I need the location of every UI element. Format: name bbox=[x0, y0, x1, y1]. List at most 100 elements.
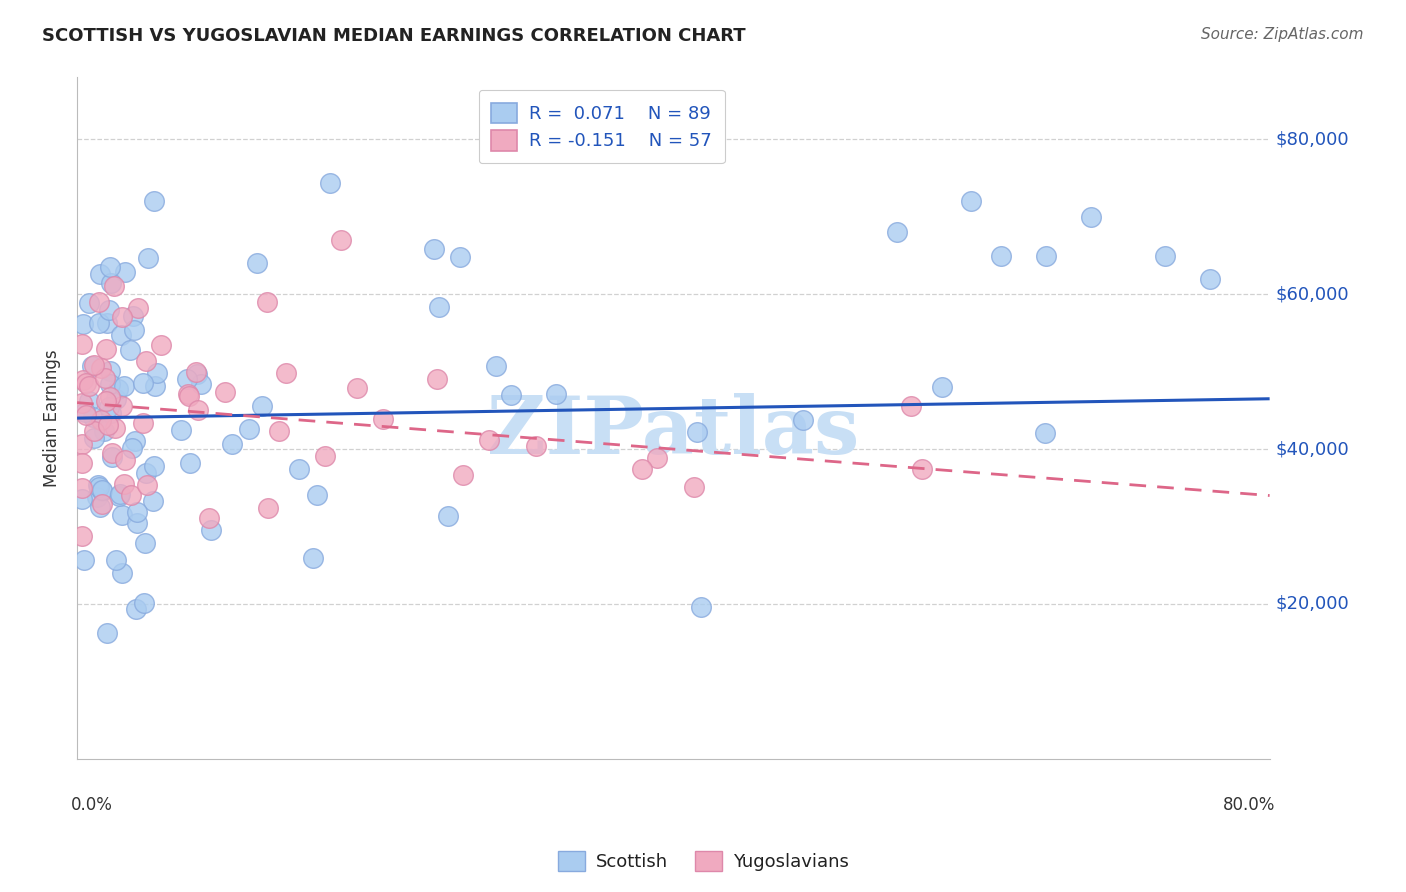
Point bbox=[77, 393, 100, 408]
Point bbox=[422, 242, 444, 256]
Point bbox=[86, 490, 108, 504]
Point bbox=[287, 462, 309, 476]
Point bbox=[1199, 271, 1222, 285]
Point bbox=[98, 260, 121, 274]
Point bbox=[329, 233, 352, 247]
Point bbox=[267, 424, 290, 438]
Point bbox=[485, 359, 508, 373]
Point bbox=[429, 301, 451, 315]
Point bbox=[131, 416, 153, 430]
Point bbox=[83, 358, 105, 372]
Point bbox=[931, 380, 953, 394]
Point bbox=[124, 602, 146, 616]
Point bbox=[114, 453, 136, 467]
Point bbox=[214, 384, 236, 399]
Point bbox=[127, 301, 149, 315]
Point bbox=[90, 413, 112, 427]
Point bbox=[190, 376, 212, 391]
Point bbox=[187, 403, 209, 417]
Point bbox=[90, 360, 112, 375]
Point bbox=[98, 364, 121, 378]
Y-axis label: Median Earnings: Median Earnings bbox=[44, 350, 60, 487]
Point bbox=[134, 536, 156, 550]
Point bbox=[112, 378, 135, 392]
Point bbox=[314, 449, 336, 463]
Text: Source: ZipAtlas.com: Source: ZipAtlas.com bbox=[1201, 27, 1364, 42]
Point bbox=[200, 523, 222, 537]
Point bbox=[346, 381, 368, 395]
Point bbox=[93, 424, 115, 438]
Point bbox=[82, 410, 104, 425]
Point bbox=[170, 423, 193, 437]
Point bbox=[186, 365, 208, 379]
Point bbox=[451, 467, 474, 482]
Point bbox=[179, 456, 201, 470]
Point bbox=[94, 371, 117, 385]
Text: $80,000: $80,000 bbox=[1275, 130, 1350, 148]
Point bbox=[256, 295, 278, 310]
Text: ZIPatlas: ZIPatlas bbox=[488, 392, 859, 471]
Point bbox=[91, 483, 114, 497]
Point bbox=[276, 366, 298, 380]
Point bbox=[70, 491, 93, 506]
Point bbox=[110, 327, 132, 342]
Point bbox=[526, 439, 548, 453]
Point bbox=[135, 354, 157, 368]
Point bbox=[104, 421, 127, 435]
Point bbox=[900, 399, 922, 413]
Point bbox=[98, 303, 121, 318]
Point bbox=[142, 194, 165, 208]
Point bbox=[124, 434, 146, 448]
Point bbox=[792, 413, 814, 427]
Point bbox=[143, 379, 166, 393]
Text: 80.0%: 80.0% bbox=[1223, 797, 1275, 814]
Point bbox=[107, 490, 129, 504]
Point bbox=[127, 516, 149, 530]
Point bbox=[89, 480, 111, 494]
Point bbox=[105, 392, 128, 407]
Point bbox=[73, 553, 96, 567]
Point bbox=[75, 409, 97, 423]
Point bbox=[96, 626, 118, 640]
Point bbox=[135, 466, 157, 480]
Point bbox=[645, 450, 668, 465]
Point bbox=[221, 437, 243, 451]
Point bbox=[70, 481, 93, 495]
Point bbox=[886, 225, 908, 239]
Point bbox=[125, 505, 148, 519]
Point bbox=[107, 382, 129, 396]
Point bbox=[436, 508, 458, 523]
Point bbox=[100, 450, 122, 464]
Text: 0.0%: 0.0% bbox=[72, 797, 112, 814]
Point bbox=[98, 400, 121, 414]
Point bbox=[1080, 210, 1102, 224]
Legend: Scottish, Yugoslavians: Scottish, Yugoslavians bbox=[550, 844, 856, 879]
Point bbox=[103, 279, 125, 293]
Point bbox=[70, 456, 93, 470]
Point bbox=[136, 251, 159, 265]
Point bbox=[179, 389, 201, 403]
Point bbox=[89, 500, 111, 514]
Point bbox=[105, 553, 128, 567]
Point bbox=[72, 373, 94, 387]
Point bbox=[686, 425, 709, 440]
Point bbox=[176, 372, 198, 386]
Point bbox=[250, 399, 273, 413]
Point bbox=[132, 376, 155, 390]
Point bbox=[499, 388, 522, 402]
Point bbox=[114, 477, 136, 491]
Point bbox=[146, 366, 169, 380]
Point bbox=[120, 488, 142, 502]
Point bbox=[70, 396, 93, 410]
Point bbox=[118, 343, 141, 357]
Point bbox=[257, 501, 280, 516]
Point bbox=[960, 194, 983, 209]
Point bbox=[198, 510, 221, 524]
Point bbox=[111, 399, 134, 413]
Point bbox=[122, 310, 145, 324]
Point bbox=[1154, 248, 1177, 262]
Point bbox=[1033, 425, 1056, 440]
Point bbox=[101, 445, 124, 459]
Point bbox=[142, 459, 165, 474]
Point bbox=[186, 367, 208, 381]
